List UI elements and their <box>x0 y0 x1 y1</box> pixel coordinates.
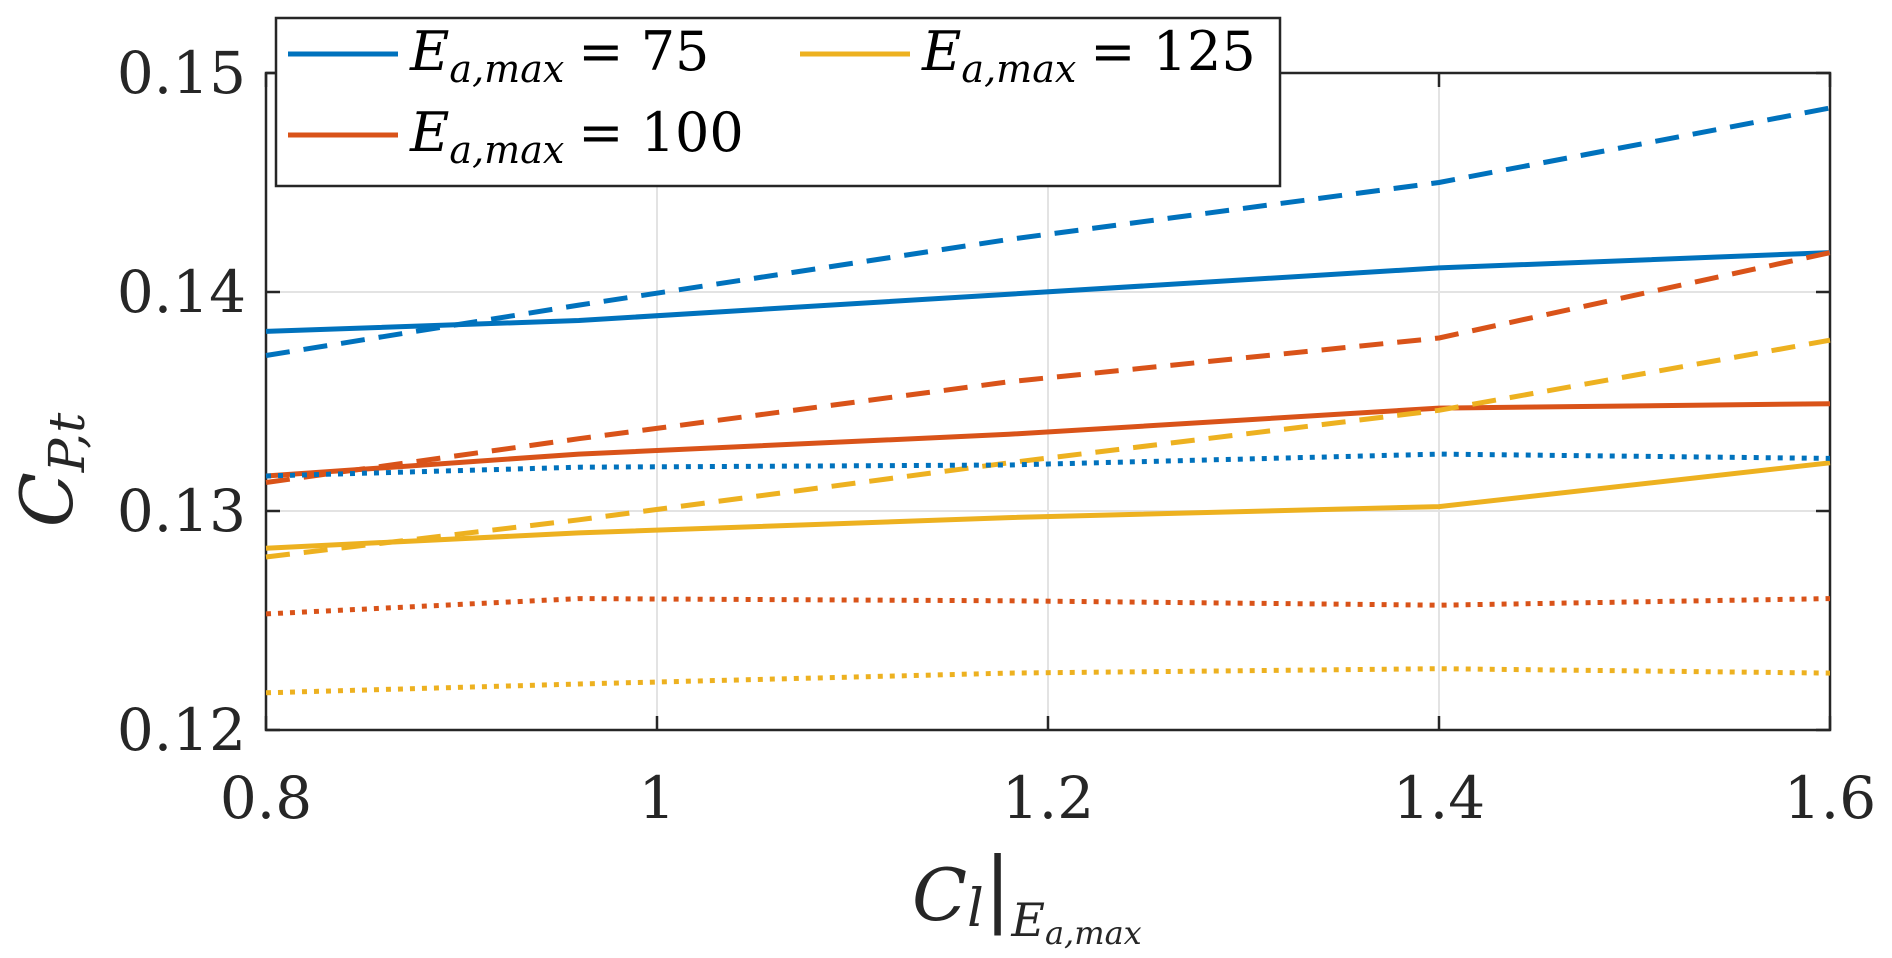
x-tick-label: 1.6 <box>1784 764 1876 832</box>
series-line-dashed-3 <box>265 105 1831 358</box>
legend-label: Ea,max = 75 <box>409 20 709 91</box>
y-axis-ticks: 0.12 0.13 0.14 0.15 <box>117 39 1830 764</box>
x-tick-label: 1.4 <box>1393 764 1485 832</box>
legend: Ea,max = 75 Ea,max = 100 Ea,max = 125 <box>274 16 1282 188</box>
series-line-dotted-8 <box>265 666 1831 696</box>
series-line-dashed-5 <box>265 337 1831 560</box>
legend-label: Ea,max = 125 <box>921 20 1256 91</box>
series-line-dashed-4 <box>265 250 1831 485</box>
series-line-dotted-7 <box>265 596 1831 617</box>
series-layer <box>265 105 1831 696</box>
y-tick-label: 0.13 <box>117 477 246 545</box>
y-tick-label: 0.12 <box>117 696 246 764</box>
y-tick-label: 0.15 <box>117 39 246 107</box>
series-line-solid-1 <box>265 401 1831 479</box>
legend-label: Ea,max = 100 <box>409 101 744 172</box>
legend-box <box>274 16 1282 188</box>
y-tick-label: 0.14 <box>117 258 246 326</box>
x-axis-ticks: 0.8 1 1.2 1.4 1.6 <box>220 73 1876 832</box>
x-tick-label: 1 <box>639 764 676 832</box>
series-line-dotted-6 <box>265 451 1831 479</box>
x-tick-label: 0.8 <box>220 764 312 832</box>
x-axis-label: Cl|Ea,max <box>912 841 1142 952</box>
x-tick-label: 1.2 <box>1002 764 1094 832</box>
series-line-solid-2 <box>265 460 1831 551</box>
y-axis-label: CP,t <box>5 412 96 527</box>
